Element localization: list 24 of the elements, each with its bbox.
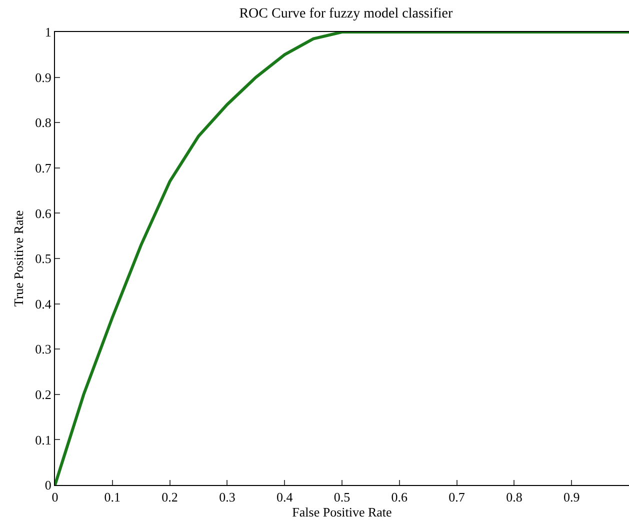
chart-title: ROC Curve for fuzzy model classifier <box>239 6 453 22</box>
y-axis-title: True Positive Rate <box>11 210 26 307</box>
x-tick-label: 0.8 <box>506 490 522 505</box>
y-tick-label: 0.1 <box>35 432 52 448</box>
x-tick-label: 0.3 <box>219 490 236 505</box>
y-tick-label: 0.9 <box>35 70 52 85</box>
y-tick-label: 0.4 <box>35 296 52 312</box>
x-tick-label: 0.2 <box>162 490 178 505</box>
y-tick-label: 0.6 <box>35 206 52 221</box>
y-tick-label: 0.7 <box>35 160 52 176</box>
x-tick-label: 0.6 <box>391 490 408 505</box>
y-tick-label: 0.3 <box>35 342 52 357</box>
x-axis-title: False Positive Rate <box>292 504 392 520</box>
x-tick-label: 0.1 <box>104 490 121 505</box>
x-tick-label: 0.4 <box>276 490 294 505</box>
line-series <box>55 32 629 485</box>
y-tick-label: 0.8 <box>35 115 52 130</box>
x-tick-label: 0.9 <box>563 490 580 505</box>
x-tick-label: 0.5 <box>334 490 350 505</box>
y-tick-label: 0.2 <box>35 386 52 402</box>
x-tick-label: 0.7 <box>448 490 466 505</box>
y-tick-label: 0.5 <box>35 251 52 266</box>
y-tick-label: 1 <box>44 24 52 40</box>
y-tick-label: 0 <box>44 478 52 493</box>
